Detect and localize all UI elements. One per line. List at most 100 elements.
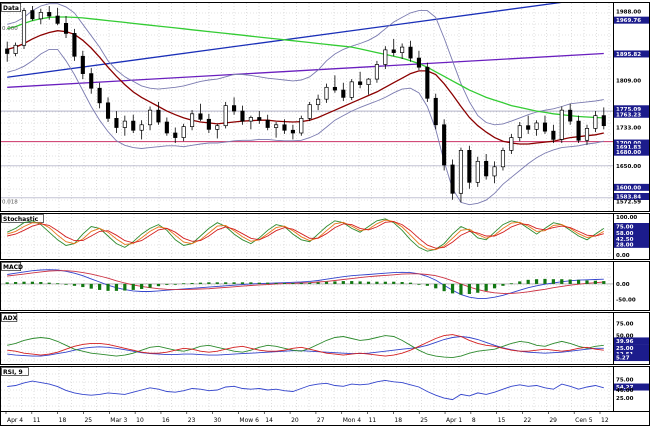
value-label-box — [614, 229, 649, 237]
candle-body — [122, 120, 127, 128]
candle-body — [517, 125, 522, 138]
candle — [215, 123, 220, 139]
candle-body — [391, 49, 396, 53]
candle — [198, 103, 203, 122]
pane-title: MACD — [3, 264, 23, 271]
price-label: 1680.00 — [616, 150, 641, 156]
candle-body — [5, 48, 10, 54]
candle — [248, 115, 253, 130]
candle — [257, 111, 262, 124]
candle — [526, 115, 531, 134]
x-axis-label: 25 — [420, 417, 428, 424]
macd-histogram-bar — [291, 282, 295, 284]
candle — [416, 50, 421, 70]
macd-histogram-bar — [492, 283, 497, 289]
price-label-box — [614, 110, 649, 118]
left-level-label: 0.018 — [2, 200, 18, 206]
pane-title: RSI, 9 — [3, 369, 23, 376]
candle-body — [299, 118, 304, 134]
candle — [517, 122, 522, 142]
macd-histogram-bar — [156, 283, 161, 287]
x-axis-label: 18 — [59, 417, 67, 424]
candle-body — [139, 124, 144, 131]
candle — [534, 120, 539, 136]
candle — [332, 75, 337, 93]
candle — [551, 124, 556, 144]
candle — [450, 159, 455, 200]
macd-histogram-bar — [350, 281, 354, 284]
macd-histogram-bar — [5, 282, 9, 284]
candle-body — [198, 113, 203, 120]
candle-body — [366, 78, 371, 85]
candle-body — [593, 115, 598, 129]
macd-histogram-bar — [173, 283, 177, 285]
candle-body — [215, 125, 220, 130]
candle-body — [30, 10, 35, 20]
x-axis-label: Cen 5 — [575, 417, 593, 424]
axis-tick-label: 50.00 — [616, 334, 634, 340]
pane-title: Data — [3, 5, 19, 12]
x-axis-label: 18 — [394, 417, 402, 424]
value-label-box — [614, 354, 649, 362]
candle — [324, 83, 329, 103]
series-di-plus — [7, 335, 604, 359]
macd-histogram-bar — [299, 282, 303, 284]
candle — [559, 106, 564, 144]
macd-histogram-bar — [282, 282, 287, 284]
macd-histogram-bar — [123, 283, 127, 291]
candle-body — [274, 124, 279, 128]
candle-body — [97, 87, 102, 104]
candle — [366, 78, 371, 95]
series-bollinger-upper — [7, 3, 604, 126]
candle-body — [383, 49, 388, 65]
pane-title-box — [1, 262, 22, 271]
candle — [240, 105, 245, 125]
macd-histogram-bar — [30, 281, 35, 284]
macd-histogram-bar — [274, 282, 278, 284]
price-label: 1809.00 — [616, 78, 641, 84]
candle — [63, 16, 69, 38]
price-label-box — [614, 143, 649, 151]
candle — [72, 28, 77, 61]
candle-body — [349, 81, 354, 98]
candle — [408, 40, 413, 62]
value-label-box — [614, 344, 649, 352]
candle-body — [341, 89, 346, 98]
candle-body — [551, 130, 556, 140]
macd-histogram-bar — [518, 281, 522, 284]
candle — [307, 101, 312, 122]
pane-price: Data 0.000 0.018 1988.00 1969.76 1895.82 1809.… — [0, 2, 650, 212]
pane-grid — [1, 367, 612, 411]
candle-body — [105, 102, 111, 119]
price-label: 1650.00 — [616, 164, 641, 170]
axis-tick-label: 25.00 — [616, 396, 634, 402]
value-label: 46.00 — [616, 388, 634, 394]
macd-histogram-bar — [240, 282, 245, 284]
candle — [122, 115, 127, 136]
candle — [576, 115, 581, 144]
pane-title-box — [1, 367, 29, 376]
axis-tick-label: 100.00 — [616, 215, 637, 221]
candle — [5, 41, 10, 62]
candle-body — [601, 115, 606, 127]
pane-title-box — [1, 3, 22, 12]
candle — [584, 124, 590, 145]
value-label: 39.96 — [616, 339, 634, 345]
x-axis-label: Apr 4 — [7, 417, 23, 424]
x-axis-label: 27 — [317, 417, 325, 424]
x-axis-label: 14 — [265, 417, 273, 424]
series-stoch-1 — [7, 218, 605, 252]
macd-histogram-bar — [375, 281, 379, 284]
macd-histogram-bar — [39, 282, 43, 284]
candle-body — [467, 150, 472, 183]
macd-histogram-bar — [585, 280, 589, 284]
candle — [89, 68, 94, 94]
x-axis: Apr 4 11 18 25 Mar 3 10 16 23 30 Mow 6 14 20 27 Mon 4… — [0, 411, 650, 426]
x-axis-label: Mow 6 — [239, 417, 259, 424]
pane-frame — [0, 213, 650, 260]
pane-plot — [7, 334, 604, 359]
candle — [80, 50, 85, 80]
macd-histogram-bar — [576, 279, 581, 284]
macd-histogram-bar — [148, 283, 152, 288]
macd-histogram-bar — [64, 283, 68, 285]
